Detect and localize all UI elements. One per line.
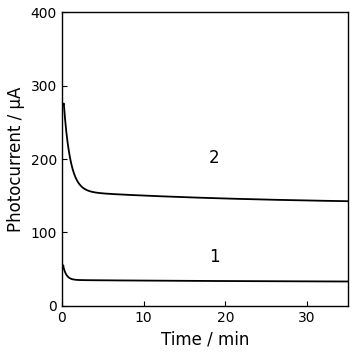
X-axis label: Time / min: Time / min bbox=[161, 330, 249, 348]
Text: 2: 2 bbox=[209, 149, 220, 167]
Text: 1: 1 bbox=[209, 248, 220, 266]
Y-axis label: Photocurrent / μA: Photocurrent / μA bbox=[7, 86, 25, 232]
